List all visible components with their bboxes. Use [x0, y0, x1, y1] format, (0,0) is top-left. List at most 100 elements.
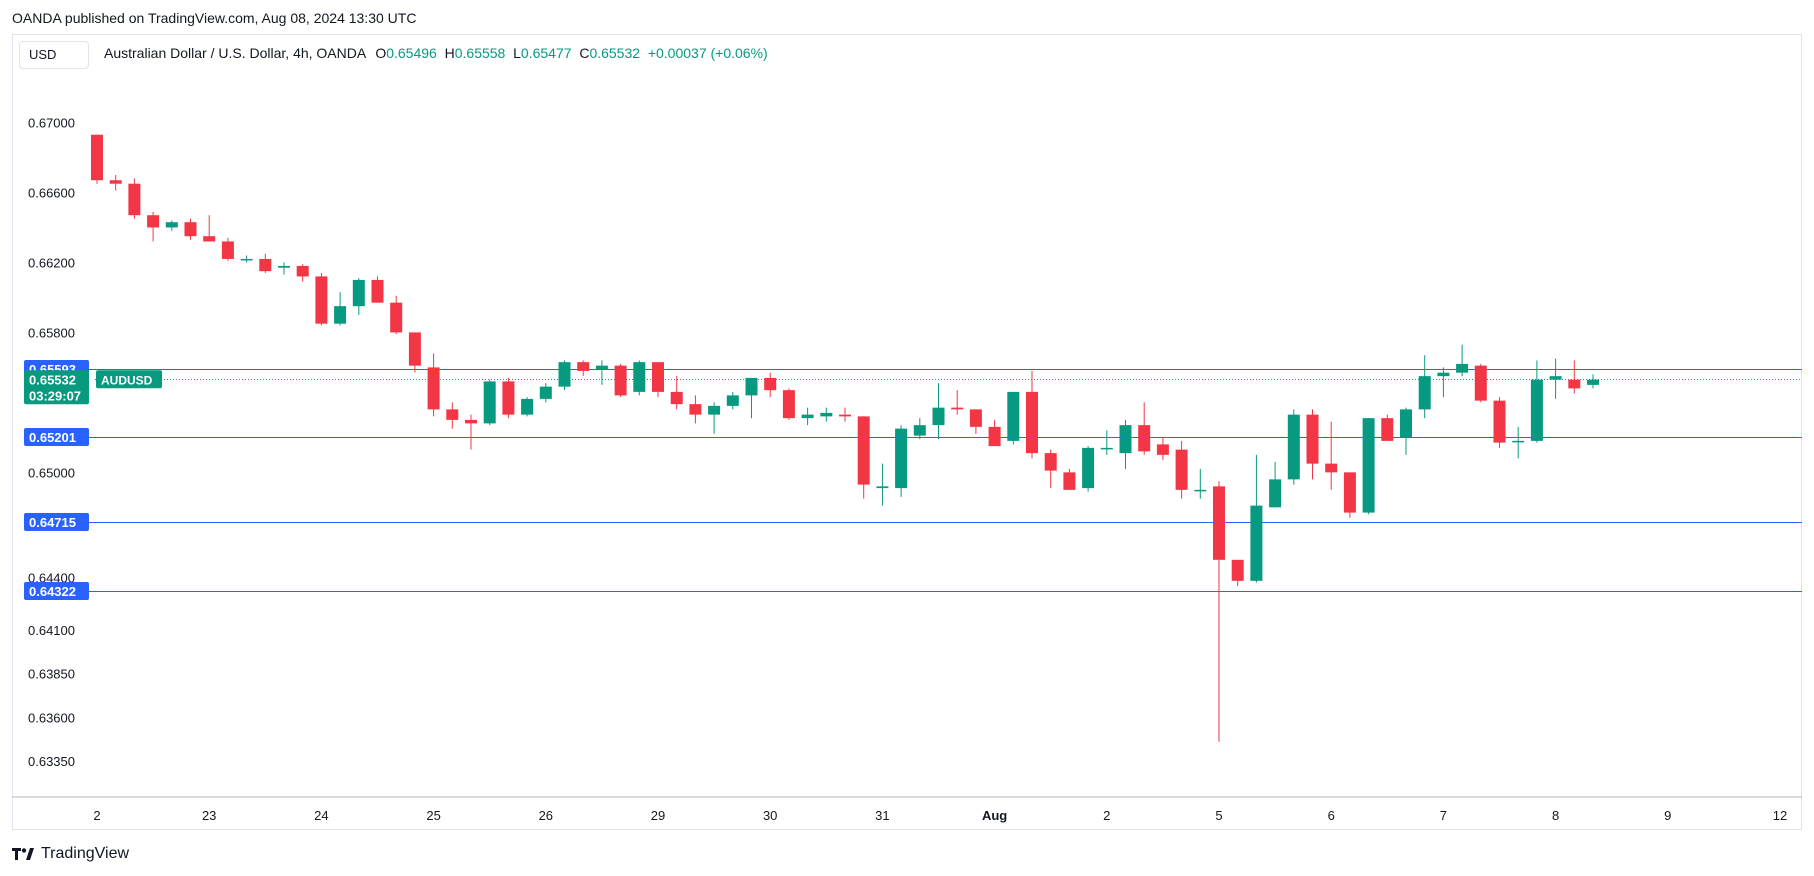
candle[interactable]	[334, 292, 347, 326]
candle[interactable]	[521, 397, 534, 417]
candle[interactable]	[801, 407, 814, 426]
candle[interactable]	[91, 134, 103, 184]
candle[interactable]	[1306, 409, 1319, 480]
candle[interactable]	[595, 360, 608, 385]
candle[interactable]	[390, 295, 403, 335]
candle[interactable]	[352, 278, 365, 315]
candle[interactable]	[969, 409, 982, 434]
candle[interactable]	[1381, 414, 1394, 441]
candle[interactable]	[502, 377, 515, 419]
candle-body	[390, 302, 403, 333]
candle[interactable]	[1418, 355, 1431, 419]
candle-body	[184, 222, 197, 237]
candle[interactable]	[913, 418, 926, 440]
candle[interactable]	[1269, 461, 1282, 508]
candle[interactable]	[857, 416, 870, 499]
candle[interactable]	[427, 353, 440, 417]
candle[interactable]	[1568, 360, 1581, 394]
candle[interactable]	[1512, 426, 1525, 459]
candle[interactable]	[1343, 472, 1356, 518]
candle[interactable]	[1231, 559, 1244, 587]
candle[interactable]	[147, 211, 160, 242]
candle[interactable]	[128, 178, 141, 219]
candle[interactable]	[1082, 446, 1095, 492]
candle[interactable]	[1175, 440, 1188, 499]
candle[interactable]	[1325, 421, 1338, 490]
candle[interactable]	[745, 377, 758, 419]
candle[interactable]	[1474, 363, 1487, 403]
candle[interactable]	[558, 360, 571, 391]
candle[interactable]	[1549, 358, 1562, 399]
level-price-tag[interactable]: 0.64322	[24, 582, 89, 600]
candle[interactable]	[1194, 468, 1207, 499]
candle[interactable]	[951, 390, 964, 415]
candle[interactable]	[988, 419, 1001, 447]
candle[interactable]	[1007, 391, 1020, 445]
level-price-tag[interactable]: 0.65201	[24, 428, 89, 446]
candle[interactable]	[1213, 481, 1225, 742]
candle-body	[483, 381, 496, 424]
symbol-badge[interactable]: AUDUSD	[96, 370, 162, 389]
candle[interactable]	[1100, 430, 1113, 455]
candle[interactable]	[1063, 468, 1076, 490]
candle[interactable]	[240, 255, 253, 263]
candle[interactable]	[371, 276, 384, 303]
candle[interactable]	[465, 414, 477, 450]
candle[interactable]	[1362, 418, 1375, 515]
candle[interactable]	[483, 379, 496, 426]
candle[interactable]	[895, 425, 908, 497]
candle[interactable]	[614, 363, 627, 398]
candle[interactable]	[1493, 397, 1506, 448]
candle[interactable]	[315, 272, 328, 326]
y-tick-label: 0.65800	[28, 325, 75, 340]
candle[interactable]	[839, 407, 851, 422]
candle[interactable]	[1026, 370, 1038, 459]
candle[interactable]	[1044, 449, 1057, 489]
candle-body	[745, 377, 758, 396]
candle[interactable]	[876, 463, 889, 506]
candle[interactable]	[726, 391, 739, 410]
candle[interactable]	[1456, 344, 1469, 377]
candle[interactable]	[652, 362, 664, 398]
candle[interactable]	[820, 407, 833, 422]
currency-selector[interactable]: USD	[19, 41, 89, 69]
candle[interactable]	[708, 402, 721, 434]
level-price-tag[interactable]: 0.64715	[24, 513, 89, 531]
candle[interactable]	[408, 332, 421, 373]
tradingview-brand[interactable]: TradingView	[12, 845, 129, 863]
candle[interactable]	[1156, 437, 1169, 461]
candle[interactable]	[1287, 409, 1300, 485]
symbol-title[interactable]: Australian Dollar / U.S. Dollar, 4h, OAN…	[104, 45, 366, 61]
candle[interactable]	[1587, 374, 1599, 389]
candle[interactable]	[539, 383, 552, 403]
candle[interactable]	[184, 218, 197, 240]
level-tag-bg	[24, 513, 89, 531]
candle[interactable]	[577, 360, 590, 377]
candle[interactable]	[278, 262, 290, 275]
candle[interactable]	[296, 264, 309, 282]
candle[interactable]	[446, 402, 459, 429]
candle[interactable]	[633, 360, 646, 396]
candle[interactable]	[1250, 454, 1263, 583]
candle-body	[371, 279, 384, 303]
candle-body	[521, 398, 534, 415]
candle[interactable]	[764, 372, 777, 398]
candle[interactable]	[1530, 360, 1543, 443]
candle[interactable]	[221, 237, 234, 261]
candle[interactable]	[1400, 407, 1412, 455]
candle-body	[1044, 453, 1057, 471]
candle[interactable]	[932, 383, 945, 440]
candle[interactable]	[165, 220, 178, 231]
candle[interactable]	[1437, 367, 1450, 398]
candle[interactable]	[109, 174, 122, 191]
candle[interactable]	[203, 215, 216, 242]
candle[interactable]	[1119, 419, 1132, 469]
candle[interactable]	[782, 388, 795, 420]
candle-body	[670, 391, 683, 405]
candle[interactable]	[259, 253, 272, 273]
candle[interactable]	[1138, 402, 1151, 455]
candle[interactable]	[689, 395, 702, 424]
candle[interactable]	[670, 376, 683, 410]
